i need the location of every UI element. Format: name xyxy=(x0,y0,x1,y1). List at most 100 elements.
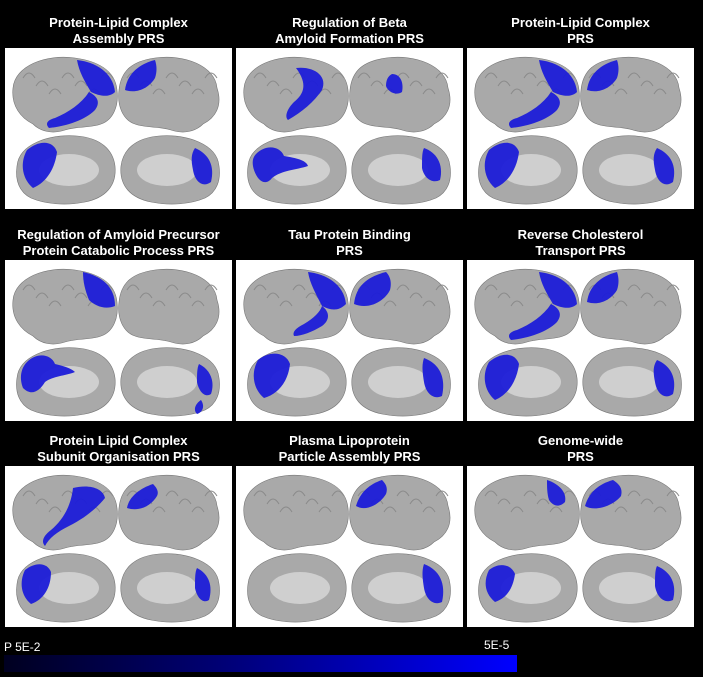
gyrus-line xyxy=(484,284,498,291)
significant-region xyxy=(484,354,519,400)
panel-title: Plasma Lipoprotein Particle Assembly PRS xyxy=(278,433,421,464)
gyrus-line xyxy=(279,300,293,307)
panel-title: Reverse Cholesterol Transport PRS xyxy=(517,227,644,258)
gyrus-line xyxy=(48,300,62,307)
significant-region xyxy=(22,142,58,188)
gyrus-line xyxy=(409,80,423,87)
gyrus-line xyxy=(640,80,654,87)
left-lateral-hemisphere xyxy=(12,474,118,551)
significant-region xyxy=(252,147,308,183)
gyrus-line xyxy=(152,300,166,307)
gyrus-line xyxy=(497,80,511,87)
right-lateral-hemisphere xyxy=(118,268,220,345)
panel-title: Tau Protein Binding PRS xyxy=(288,227,411,258)
gyrus-line xyxy=(165,72,179,79)
gyrus-line xyxy=(126,284,140,291)
gyrus-line xyxy=(409,292,423,299)
brain-figure xyxy=(467,466,694,627)
gyrus-line xyxy=(204,490,218,497)
gyrus-line xyxy=(536,292,550,299)
gyrus-line xyxy=(435,72,449,79)
gyrus-line xyxy=(204,284,218,291)
gyrus-line xyxy=(305,498,319,505)
gyrus-line xyxy=(61,284,75,291)
panel-5: Tau Protein Binding PRS xyxy=(236,226,463,421)
gyrus-line xyxy=(191,88,205,95)
right-lateral-hemisphere xyxy=(349,268,451,345)
gyrus-line xyxy=(614,88,628,95)
significant-region xyxy=(509,304,560,340)
gyrus-line xyxy=(497,498,511,505)
gyrus-line xyxy=(383,300,397,307)
significant-region xyxy=(539,272,577,308)
gyrus-line xyxy=(666,490,680,497)
significant-region xyxy=(653,360,675,397)
panel-3: Protein-Lipid Complex PRS xyxy=(467,14,694,209)
right-medial-wall xyxy=(137,154,197,186)
gyrus-line xyxy=(484,490,498,497)
significant-region xyxy=(194,400,204,414)
panel-title: Protein-Lipid Complex Assembly PRS xyxy=(49,15,188,46)
gyrus-line xyxy=(279,506,293,513)
gyrus-line xyxy=(422,88,436,95)
left-medial-wall xyxy=(270,572,330,604)
gyrus-line xyxy=(35,80,49,87)
gyrus-line xyxy=(536,80,550,87)
left-medial-wall xyxy=(501,572,561,604)
right-medial-wall xyxy=(368,366,428,398)
gyrus-line xyxy=(22,72,36,79)
gyrus-line xyxy=(266,292,280,299)
brain-figure xyxy=(236,48,463,209)
gyrus-line xyxy=(484,72,498,79)
panel-title: Regulation of Beta Amyloid Formation PRS xyxy=(275,15,424,46)
right-lateral-hemisphere xyxy=(580,56,682,133)
panel-6: Reverse Cholesterol Transport PRS xyxy=(467,226,694,421)
panel-1: Protein-Lipid Complex Assembly PRS xyxy=(5,14,232,209)
brain-figure xyxy=(5,260,232,421)
significant-region xyxy=(197,364,213,396)
significant-region xyxy=(195,568,211,602)
significant-region xyxy=(20,355,75,393)
significant-region xyxy=(587,60,619,92)
panel-7: Protein Lipid Complex Subunit Organisati… xyxy=(5,432,232,627)
colorbar xyxy=(4,655,517,672)
gyrus-line xyxy=(523,284,537,291)
gyrus-line xyxy=(331,490,345,497)
gyrus-line xyxy=(318,506,332,513)
right-lateral-hemisphere xyxy=(349,56,451,133)
panel-4: Regulation of Amyloid Precursor Protein … xyxy=(5,226,232,421)
gyrus-line xyxy=(523,72,537,79)
significant-region xyxy=(191,148,213,185)
gyrus-line xyxy=(74,292,88,299)
significant-region xyxy=(485,565,515,602)
gyrus-line xyxy=(435,490,449,497)
gyrus-line xyxy=(627,490,641,497)
gyrus-line xyxy=(614,506,628,513)
gyrus-line xyxy=(266,80,280,87)
gyrus-line xyxy=(435,284,449,291)
significant-region xyxy=(509,92,560,128)
gyrus-line xyxy=(653,88,667,95)
gyrus-line xyxy=(653,300,667,307)
gyrus-line xyxy=(22,490,36,497)
gyrus-line xyxy=(292,284,306,291)
significant-region xyxy=(77,60,115,96)
gyrus-line xyxy=(666,284,680,291)
gyrus-line xyxy=(666,72,680,79)
gyrus-line xyxy=(422,300,436,307)
colorbar-min-label: P 5E-2 xyxy=(4,640,41,654)
significant-region xyxy=(547,480,566,506)
gyrus-line xyxy=(409,498,423,505)
gyrus-line xyxy=(614,300,628,307)
gyrus-line xyxy=(74,80,88,87)
gyrus-line xyxy=(152,88,166,95)
gyrus-line xyxy=(370,80,384,87)
gyrus-line xyxy=(253,72,267,79)
gyrus-line xyxy=(627,284,641,291)
right-lateral-hemisphere xyxy=(118,56,220,133)
gyrus-line xyxy=(253,284,267,291)
significant-region xyxy=(655,566,675,602)
gyrus-line xyxy=(204,72,218,79)
gyrus-line xyxy=(510,88,524,95)
left-lateral-hemisphere xyxy=(474,474,580,551)
